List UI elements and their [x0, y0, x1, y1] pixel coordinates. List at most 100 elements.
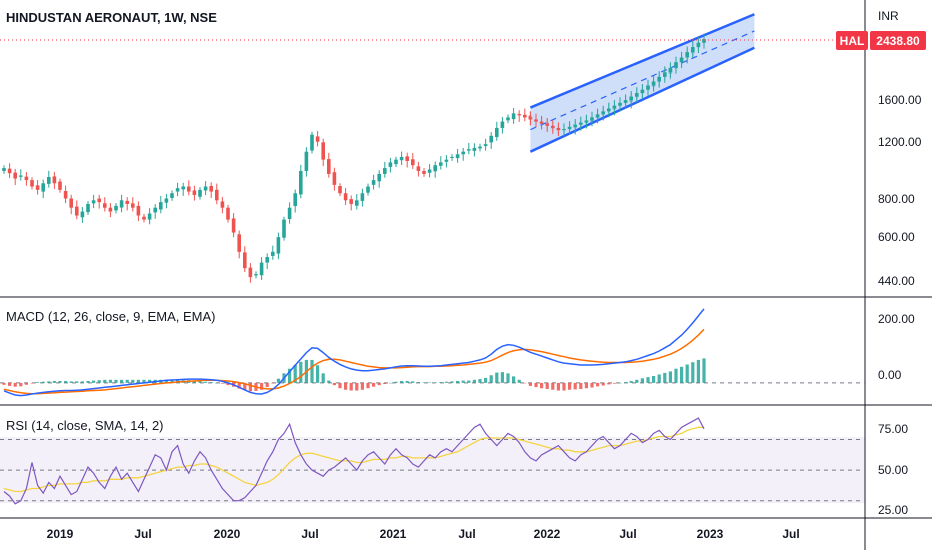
macd-histogram-bar	[209, 382, 213, 383]
candle-body	[299, 170, 303, 195]
candle-body	[388, 162, 393, 167]
candle-body	[551, 125, 555, 128]
candle-body	[181, 186, 185, 190]
rsi-tick-50: 50.00	[878, 463, 908, 477]
candle-body	[623, 100, 628, 103]
last-price-badge: HAL 2438.80	[836, 31, 926, 50]
candle-body	[349, 199, 353, 204]
candle-body	[679, 57, 684, 63]
macd-histogram-bar	[8, 382, 12, 386]
macd-histogram-bar	[590, 382, 594, 388]
candle-body	[24, 176, 29, 181]
macd-pane	[0, 308, 865, 397]
macd-histogram-bar	[97, 380, 101, 383]
candle-body	[265, 257, 269, 263]
macd-histogram-bar	[58, 380, 62, 383]
macd-histogram-bar	[635, 379, 639, 383]
macd-histogram-bar	[428, 382, 432, 383]
macd-histogram-bar	[562, 382, 566, 391]
macd-histogram-bar	[388, 382, 392, 384]
channel-mid-line	[530, 30, 755, 131]
candle-body	[30, 180, 34, 187]
candle-body	[304, 151, 309, 171]
macd-histogram-bar	[422, 382, 426, 383]
macd-histogram-bar	[478, 379, 482, 383]
candle-body	[489, 135, 493, 143]
candle-body	[203, 186, 208, 191]
macd-histogram-bar	[500, 372, 504, 383]
macd-histogram-bar	[556, 382, 560, 391]
candle-body	[444, 159, 449, 162]
candle-body	[629, 96, 633, 101]
candle-body	[125, 200, 129, 204]
macd-histogram-bar	[400, 380, 404, 383]
macd-histogram-bar	[288, 368, 292, 383]
candle-body	[215, 189, 219, 201]
macd-histogram-bar	[523, 382, 527, 384]
candle-body	[220, 201, 225, 208]
macd-histogram-bar	[668, 371, 672, 383]
rsi-label[interactable]: RSI (14, close, SMA, 14, 2)	[6, 418, 164, 433]
ticker-label: HAL	[840, 34, 865, 48]
macd-histogram-bar	[148, 379, 152, 383]
candle-body	[86, 203, 90, 213]
candle-body	[355, 200, 359, 206]
macd-histogram-bar	[360, 382, 364, 390]
candle-body	[545, 123, 549, 126]
rsi-pane	[0, 417, 865, 505]
macd-histogram-bar	[2, 382, 6, 385]
candle-body	[282, 219, 286, 238]
candle-body	[528, 117, 533, 120]
macd-histogram-bar	[198, 380, 202, 383]
macd-histogram-bar	[551, 382, 555, 390]
macd-histogram-bar	[41, 381, 45, 383]
macd-histogram-bar	[663, 372, 667, 383]
candle-body	[657, 76, 661, 82]
macd-histogram-bar	[596, 382, 600, 387]
macd-histogram-bar	[416, 382, 420, 383]
macd-label[interactable]: MACD (12, 26, close, 9, EMA, EMA)	[6, 309, 216, 324]
symbol-title[interactable]: HINDUSTAN AERONAUT, 1W, NSE	[6, 10, 217, 25]
macd-histogram-bar	[461, 380, 465, 383]
candle-body	[170, 193, 174, 198]
candle-body	[674, 62, 678, 68]
candle-body	[573, 124, 577, 127]
candle-body	[293, 193, 297, 206]
candle-body	[321, 142, 325, 160]
macd-histogram-bar	[310, 359, 314, 383]
candle-body	[607, 108, 611, 112]
candle-body	[41, 183, 45, 192]
macd-histogram-bar	[170, 379, 174, 383]
macd-tick-0: 0.00	[878, 368, 902, 382]
macd-histogram-bar	[220, 382, 224, 384]
candle-body	[271, 251, 275, 256]
candle-body	[7, 168, 12, 174]
candle-body	[175, 188, 180, 192]
macd-histogram-bar	[450, 381, 454, 383]
candle-body	[696, 42, 701, 48]
candle-body	[226, 207, 230, 220]
candle-body	[209, 185, 213, 192]
candle-body	[534, 119, 538, 122]
macd-histogram-bar	[19, 382, 23, 387]
macd-histogram-bar	[355, 382, 359, 391]
x-tick-jul-2021: Jul	[458, 527, 475, 541]
candle-body	[159, 202, 163, 210]
candle-body	[338, 186, 342, 194]
macd-histogram-bar	[411, 381, 415, 383]
macd-histogram-bar	[265, 382, 269, 388]
macd-histogram-bar	[467, 380, 471, 383]
macd-histogram-bar	[702, 358, 706, 383]
candle-body	[103, 203, 107, 208]
macd-histogram-bar	[86, 380, 90, 383]
candle-body	[52, 176, 57, 184]
candle-body	[332, 172, 337, 185]
candle-body	[478, 146, 482, 149]
x-tick-2020: 2020	[214, 527, 241, 541]
candle-body	[259, 262, 264, 276]
candle-body	[399, 156, 404, 161]
candle-body	[439, 162, 443, 166]
macd-histogram-bar	[372, 382, 376, 387]
macd-histogram-bar	[248, 382, 252, 392]
